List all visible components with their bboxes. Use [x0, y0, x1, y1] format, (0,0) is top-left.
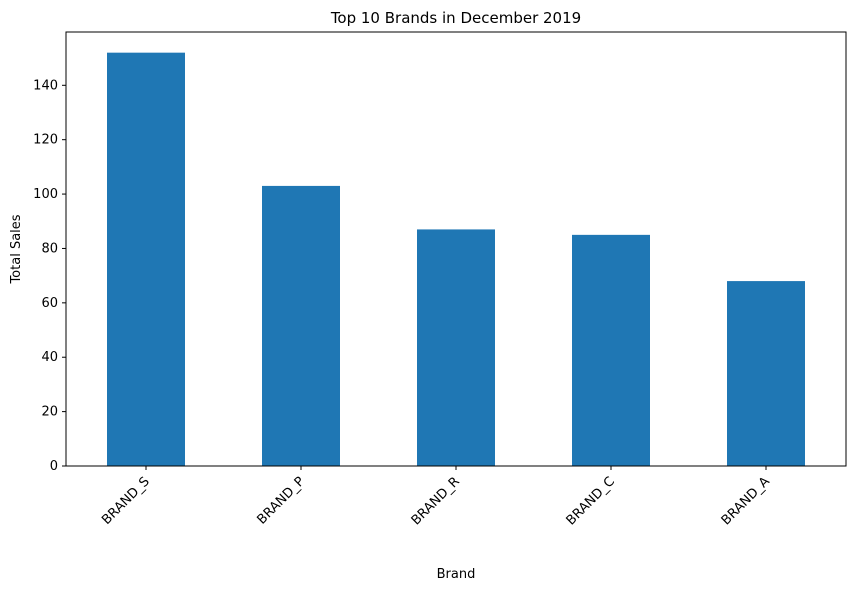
bar-series: [107, 52, 805, 467]
y-tick-label: 120: [33, 133, 58, 148]
bar-brand-r: [417, 229, 495, 466]
y-tick-label: 0: [50, 459, 58, 474]
y-tick-label: 40: [41, 350, 58, 365]
chart-title: Top 10 Brands in December 2019: [330, 9, 581, 27]
y-tick-label: 20: [41, 405, 58, 420]
y-tick-label: 60: [41, 296, 58, 311]
y-axis-label: Total Sales: [9, 214, 24, 284]
y-tick-label: 140: [33, 78, 58, 93]
bar-brand-s: [107, 52, 185, 467]
x-axis-label: Brand: [437, 567, 476, 582]
bar-brand-c: [572, 234, 650, 466]
bar-brand-p: [262, 185, 340, 466]
bar-brand-a: [727, 281, 805, 466]
y-tick-label: 80: [41, 241, 58, 256]
plot-frame: [65, 31, 847, 467]
y-tick-label: 100: [33, 187, 58, 202]
y-axis-ticks: 0 20 40 60 80 100 120 140: [33, 78, 66, 474]
